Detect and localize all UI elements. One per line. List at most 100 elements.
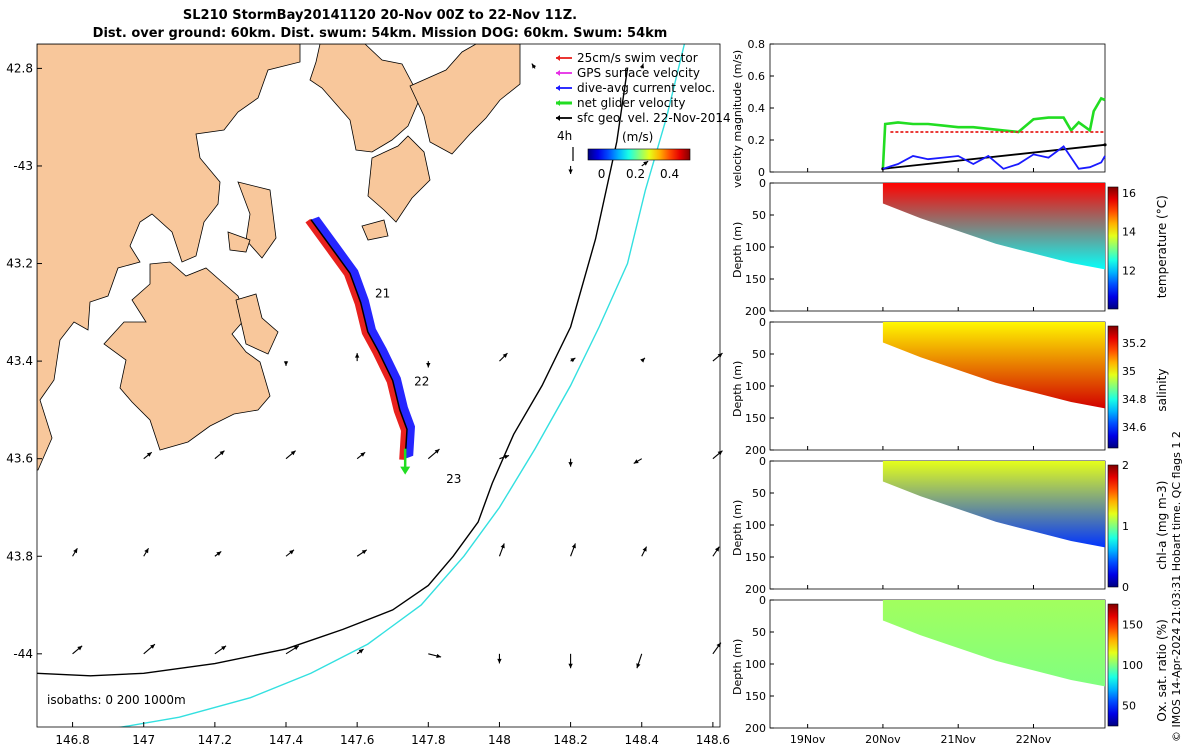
credit-text: © IMOS 14-Apr-2024 21:03:31 Hobart time.… <box>1170 431 1183 742</box>
geo-velocity-vector <box>641 160 649 167</box>
colorbar-label-chl-a: chl-a (mg m-3) <box>1155 481 1169 570</box>
geo-velocity-vector <box>636 653 643 669</box>
depth-tick-label: 0 <box>759 455 766 468</box>
legend-label: GPS surface velocity <box>577 66 700 80</box>
colorbar-tick-label: 0.4 <box>660 167 679 181</box>
colorbar-tick-label: 50 <box>1122 700 1136 713</box>
velocity-series-dive <box>882 145 1106 170</box>
velocity-panel: 0 0.2 0.4 0.6 0.8 velocity magnitude (m/s) <box>731 38 1107 188</box>
section-panel-chl-a: 0 50 100 150 200 Depth (m) 0 1 2 chl-a (mg m-3) <box>731 455 1169 596</box>
geo-velocity-vector <box>285 450 296 460</box>
map-x-tick-label: 147.8 <box>411 733 445 747</box>
depth-tick-label: 50 <box>752 626 766 639</box>
land-polygon <box>367 135 431 223</box>
geo-velocity-vector <box>499 454 510 460</box>
depth-tick-label: 0 <box>759 316 766 329</box>
geo-velocity-vector <box>285 549 295 557</box>
colorbar-oxygen <box>1107 603 1119 727</box>
land-polygon <box>309 44 421 153</box>
map-x-tick-label: 148 <box>488 733 511 747</box>
isobath-label: isobaths: 0 200 1000m <box>47 693 186 707</box>
geo-velocity-vector <box>285 645 300 655</box>
geo-velocity-vector <box>427 448 440 460</box>
land-polygon <box>227 231 251 253</box>
map-y-tick-label: 43.6 <box>6 452 33 466</box>
map-frame <box>36 43 721 728</box>
depth-tick-label: 150 <box>745 551 766 564</box>
geo-velocity-vector <box>497 653 502 664</box>
map-x-tick-label: 146.8 <box>55 733 89 747</box>
section-panel-temperature: 0 50 100 150 200 Depth (m) 12 14 16 temperature (… <box>731 177 1169 318</box>
colorbar-tick-label: 34.8 <box>1122 393 1147 406</box>
figure-title-line-1: SL210 StormBay20141120 20-Nov 00Z to 22-… <box>182 8 578 23</box>
depth-tick-label: 150 <box>745 412 766 425</box>
colorbar-tick-label: 1 <box>1122 520 1129 533</box>
swim-vectors <box>305 218 407 460</box>
time-tick-label: 21Nov <box>940 733 976 746</box>
geo-velocity-point <box>1103 143 1107 147</box>
map-y-tick-label: 43.4 <box>6 354 33 368</box>
legend-arrowhead <box>556 85 560 91</box>
legend-label: 25cm/s swim vector <box>577 51 698 65</box>
figure-title-line-2: Dist. over ground: 60km. Dist. swum: 54k… <box>92 26 668 41</box>
velocity-series-geo <box>882 143 1106 170</box>
colorbar-temperature <box>1107 186 1119 310</box>
geo-velocity-vector <box>426 361 431 368</box>
land-polygon <box>361 219 389 241</box>
geo-velocity-vector <box>356 549 368 557</box>
legend-arrowhead <box>556 70 560 76</box>
depth-tick-label: 100 <box>745 380 766 393</box>
depth-tick-label: 200 <box>745 305 766 318</box>
geo-velocity-vector <box>72 547 78 557</box>
geo-velocity-vector <box>428 653 442 659</box>
geo-velocity-vector <box>639 63 644 69</box>
depth-axis-label: Depth (m) <box>731 500 744 556</box>
map-y-tick-label: -44 <box>13 647 33 661</box>
map-x-tick-label: 148.4 <box>625 733 659 747</box>
map-y-tick-label: 42.8 <box>6 61 33 75</box>
depth-tick-label: 50 <box>752 487 766 500</box>
colorbar-label-oxygen: Ox. sat. ratio (%) <box>1155 619 1169 721</box>
velocity-y-axis-label: velocity magnitude (m/s) <box>731 50 744 188</box>
velocity-y-tick-label: 0.6 <box>748 70 766 83</box>
depth-axis-label: Depth (m) <box>731 361 744 417</box>
section-data-salinity <box>882 322 1105 409</box>
map-x-tick-label: 147 <box>132 733 155 747</box>
geo-velocity-vector <box>72 645 83 655</box>
section-data-chl-a <box>882 461 1105 548</box>
geo-velocity-vector <box>531 63 537 69</box>
time-tick-label: 19Nov <box>790 733 826 746</box>
geo-velocity-vector <box>214 450 225 460</box>
geo-velocity-vector <box>143 643 156 655</box>
section-data-oxygen <box>882 600 1105 687</box>
map-x-tick-label: 147.4 <box>269 733 303 747</box>
land-polygon <box>409 44 521 155</box>
depth-axis-label: Depth (m) <box>731 222 744 278</box>
colorbar-tick-label: 16 <box>1122 187 1136 200</box>
vector-scale-label: 4h <box>557 129 572 143</box>
velocity-y-tick-label: 0.2 <box>748 134 766 147</box>
isobath-200m-line <box>37 68 629 677</box>
day-label: 22 <box>414 375 429 389</box>
colorbar-tick-label: 100 <box>1122 659 1143 672</box>
geo-velocity-vector <box>568 165 573 174</box>
depth-tick-label: 100 <box>745 658 766 671</box>
legend-label: net glider velocity <box>577 96 685 110</box>
depth-tick-label: 150 <box>745 690 766 703</box>
colorbar-tick-label: 34.6 <box>1122 421 1147 434</box>
depth-tick-label: 200 <box>745 722 766 735</box>
day-label: 21 <box>375 287 390 301</box>
geo-velocity-vector <box>570 543 576 557</box>
depth-tick-label: 50 <box>752 348 766 361</box>
colorbar-label-salinity: salinity <box>1155 369 1169 412</box>
legend-arrowhead <box>556 100 560 106</box>
colorbar-tick-label: 150 <box>1122 618 1143 631</box>
depth-tick-label: 50 <box>752 209 766 222</box>
colorbar-tick-label: 14 <box>1122 226 1136 239</box>
depth-tick-label: 100 <box>745 519 766 532</box>
isobath-1000m-line <box>117 44 686 727</box>
geo-velocity-vector <box>633 458 643 464</box>
legend-arrowhead <box>556 55 560 61</box>
